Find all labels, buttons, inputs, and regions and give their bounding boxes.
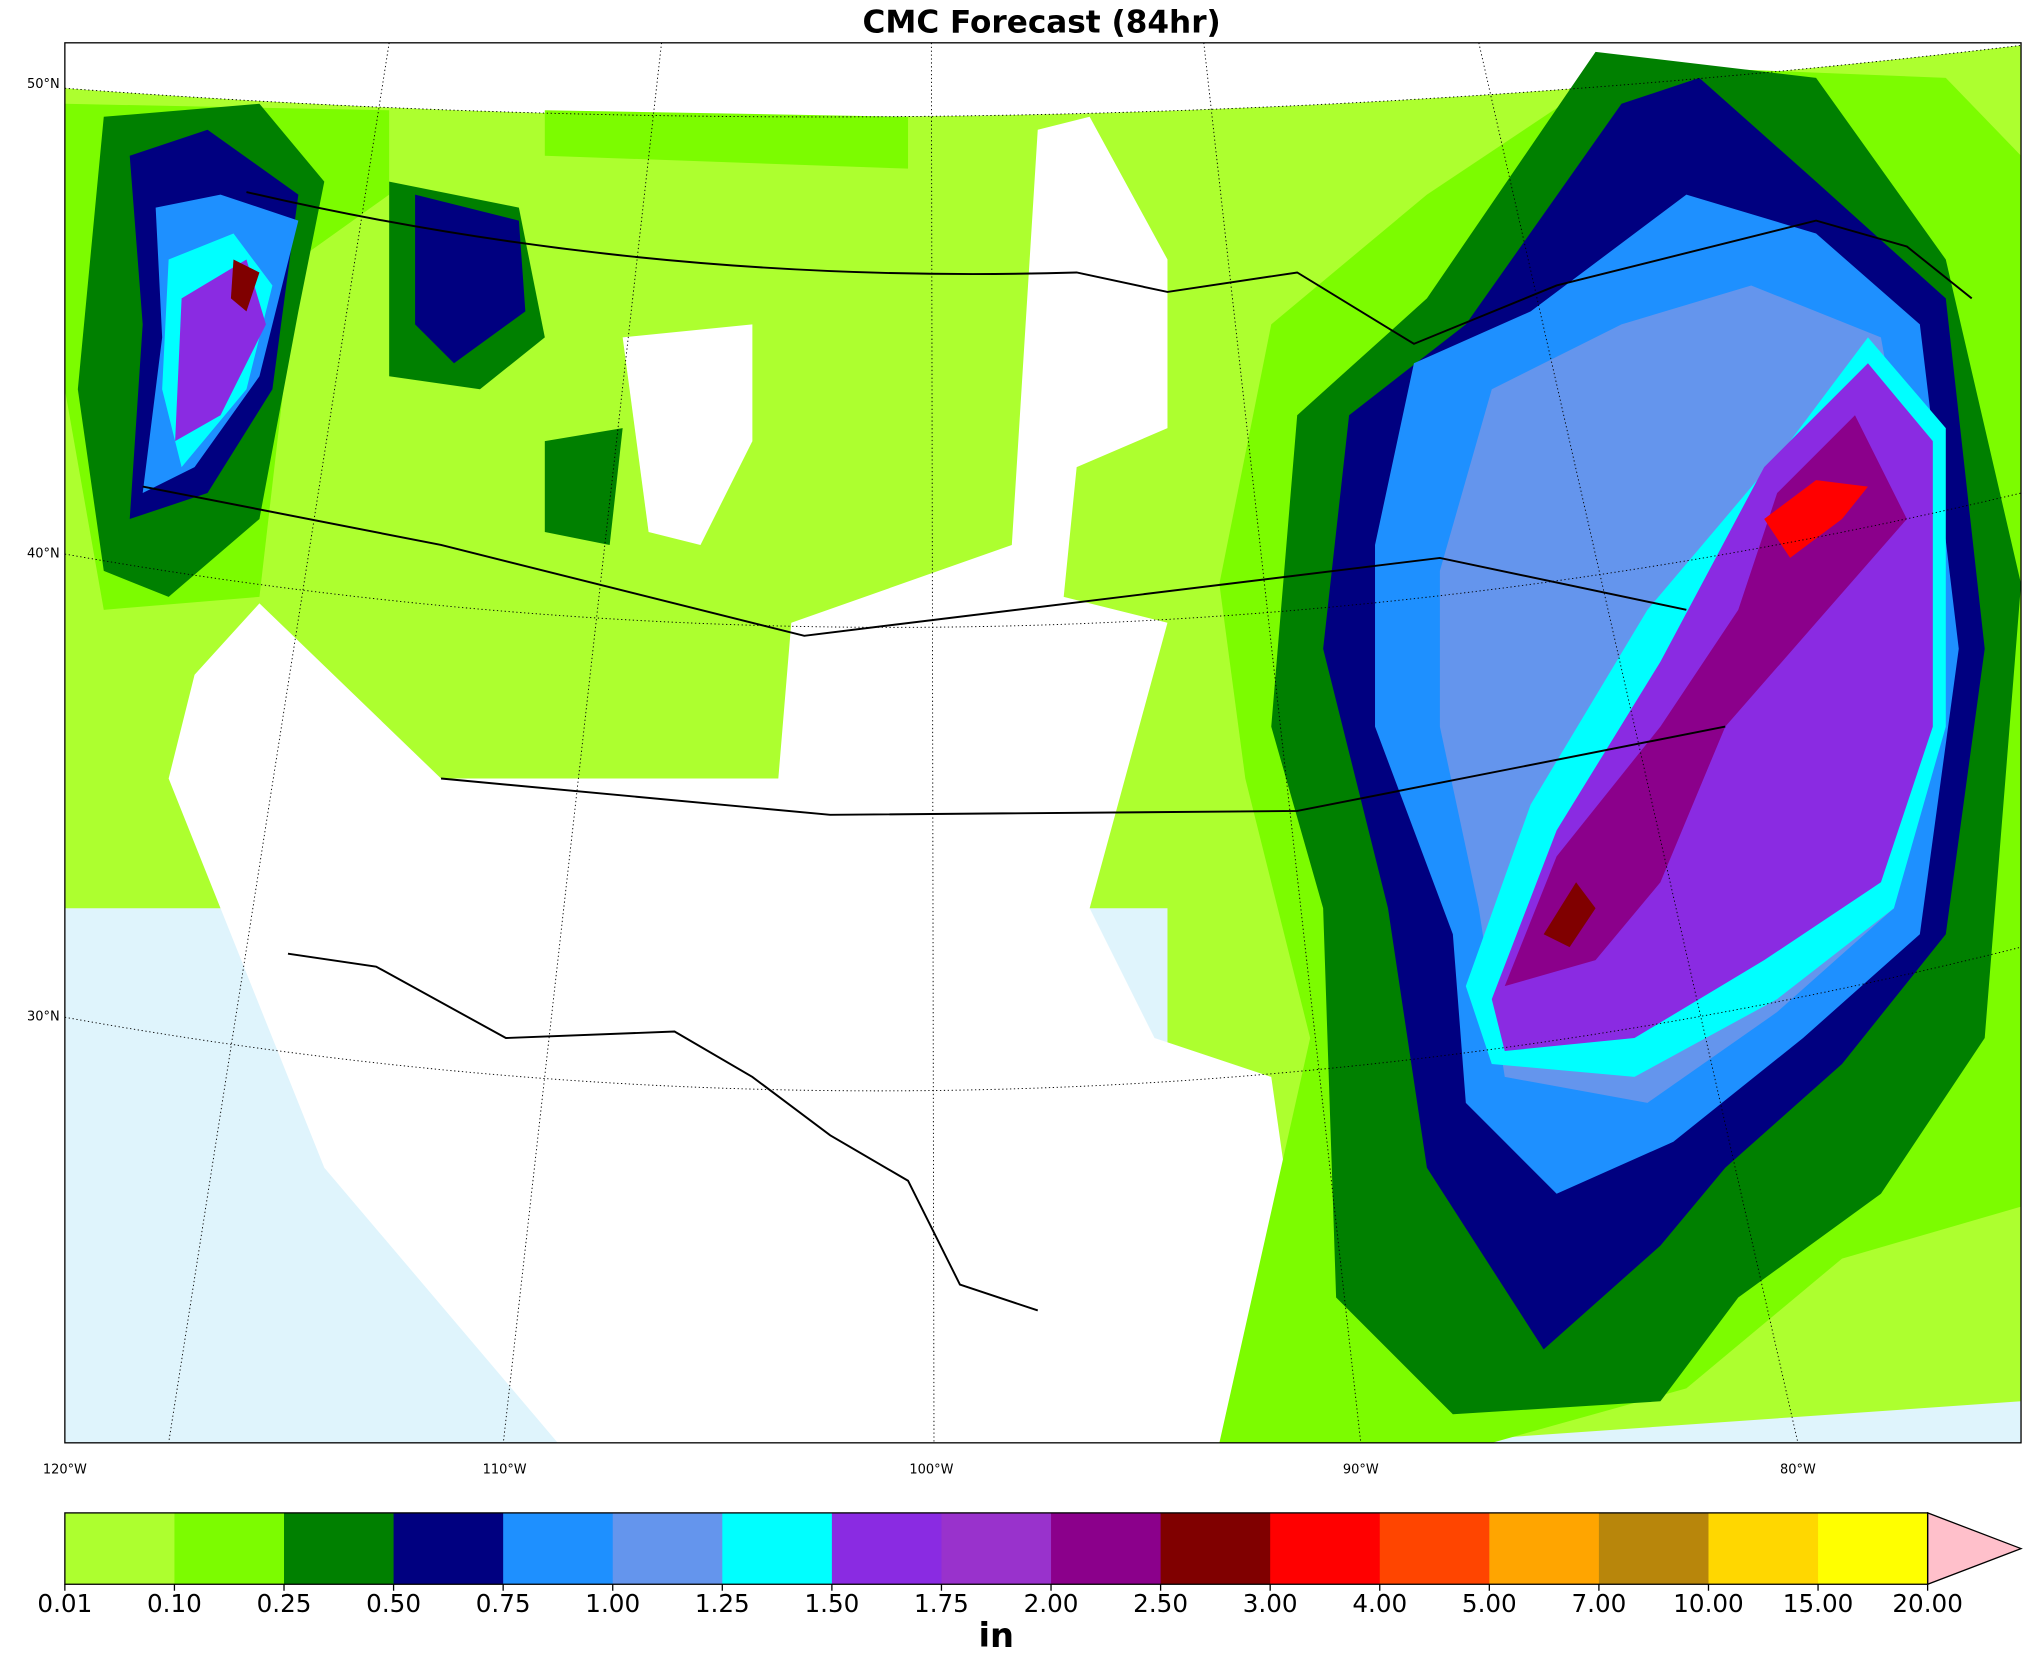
- border-line: [287, 952, 1039, 1312]
- colorbar: 0.01 0.10 0.25 0.50 0.75 1.00 1.25 1.50 1.75 2.00…: [37, 1511, 2023, 1655]
- colorbar-tick-label: 2.00: [1024, 1589, 1079, 1618]
- lat-label: 40°N: [27, 547, 60, 562]
- precip: [415, 194, 526, 364]
- colorbar-tick-label: 0.75: [476, 1589, 531, 1618]
- colorbar-segment: [831, 1512, 943, 1585]
- map: 50°N 40°N 30°N 120°W 110°W 100°W 90°W 80°W: [27, 42, 2022, 1478]
- border-line: [142, 485, 1687, 637]
- land: [622, 324, 753, 545]
- colorbar-tick-label: 1.00: [585, 1589, 640, 1618]
- lon-label: 110°W: [483, 1463, 527, 1478]
- colorbar-segment: [941, 1512, 1052, 1585]
- land: [168, 116, 1324, 1443]
- precip: [230, 259, 260, 312]
- colorbar-tick-label: 0.10: [147, 1589, 202, 1618]
- lon-label: 80°W: [1780, 1463, 1816, 1478]
- precip: [1764, 480, 1868, 558]
- colorbar-tick-label: 4.00: [1352, 1589, 1407, 1618]
- precip: [1504, 415, 1907, 987]
- colorbar-segment: [64, 1512, 176, 1585]
- graticule: [168, 42, 1799, 1443]
- colorbar-segment: [1708, 1512, 1819, 1585]
- colorbar-tick-label: 7.00: [1571, 1589, 1626, 1618]
- colorbar-tick-label: 1.50: [804, 1589, 859, 1618]
- lon-label: 120°W: [43, 1463, 87, 1478]
- colorbar-segment: [393, 1512, 504, 1585]
- colorbar-tick-label: 3.00: [1243, 1589, 1298, 1618]
- lat-label: 50°N: [27, 77, 60, 92]
- colorbar-segment: [1818, 1512, 1929, 1585]
- border-line: [440, 725, 1726, 816]
- colorbar-tick-label: 1.25: [695, 1589, 750, 1618]
- graticule: [64, 492, 2022, 628]
- colorbar-segment: [1270, 1512, 1381, 1585]
- colorbar-tick-label: 20.00: [1892, 1589, 1962, 1618]
- colorbar-segment: [1160, 1512, 1271, 1585]
- colorbar-segment: [1051, 1512, 1162, 1585]
- colorbar-segment: [1489, 1512, 1600, 1585]
- map-frame: [64, 42, 2022, 1444]
- colorbar-segment: [284, 1512, 395, 1585]
- colorbar-segment: [722, 1512, 833, 1585]
- colorbar-tick-label: 15.00: [1783, 1589, 1853, 1618]
- colorbar-frame: [64, 1512, 1929, 1585]
- colorbar-segment: [174, 1512, 285, 1585]
- colorbar-tick-label: 2.50: [1133, 1589, 1188, 1618]
- lat-label: 30°N: [27, 1010, 60, 1025]
- graticule: [64, 44, 2022, 118]
- colorbar-segment: [503, 1512, 614, 1585]
- colorbar-segment: [612, 1512, 723, 1585]
- no-data: [64, 42, 2022, 117]
- colorbar-label: in: [978, 1616, 1014, 1655]
- lon-label: 90°W: [1343, 1463, 1379, 1478]
- colorbar-tick-label: 10.00: [1673, 1589, 1743, 1618]
- colorbar-tick-label: 5.00: [1462, 1589, 1517, 1618]
- colorbar-tick-label: 0.25: [257, 1589, 312, 1618]
- precip: [1543, 882, 1596, 948]
- precip: [544, 110, 909, 169]
- colorbar-segment: [1598, 1512, 1710, 1585]
- precip: [544, 428, 623, 545]
- colorbar-segment: [1379, 1512, 1490, 1585]
- colorbar-extend: [1926, 1511, 2023, 1586]
- title: CMC Forecast (84hr): [863, 4, 1221, 40]
- colorbar-tick-label: 1.75: [914, 1589, 969, 1618]
- colorbar-tick-label: 0.50: [366, 1589, 421, 1618]
- colorbar-tick-label: 0.01: [37, 1589, 92, 1618]
- lon-label: 100°W: [909, 1463, 953, 1478]
- border-line: [246, 191, 1973, 345]
